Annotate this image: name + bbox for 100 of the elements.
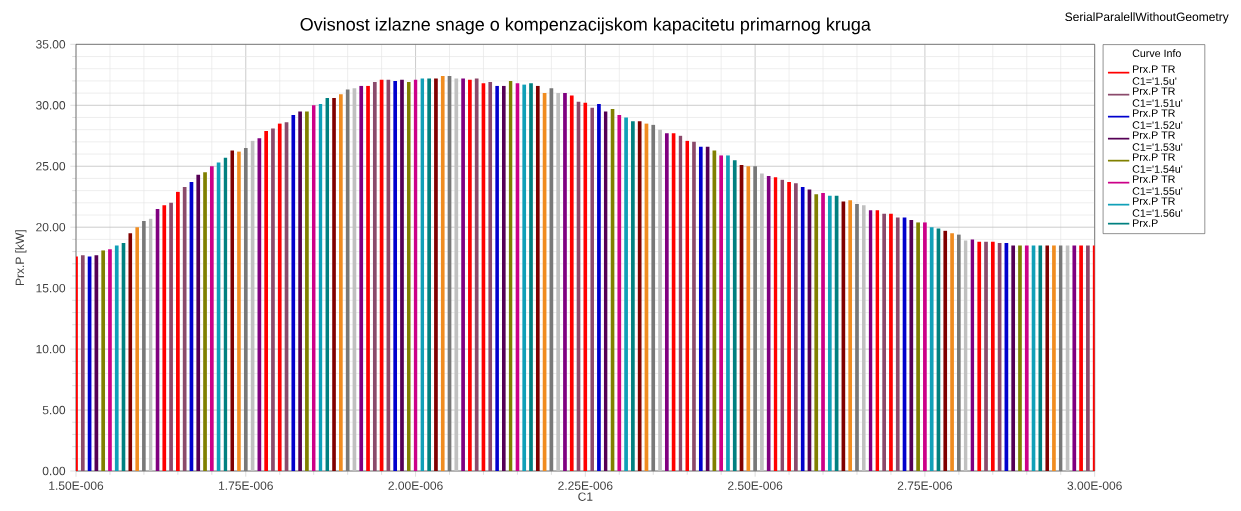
bar: [372, 82, 377, 471]
x-tick-label: 2.25E-006: [558, 481, 613, 490]
bar: [800, 186, 805, 471]
bar: [359, 85, 364, 471]
bar: [827, 195, 832, 471]
y-tick-label: 30.00: [36, 101, 66, 110]
y-tick-label: 0.00: [42, 466, 66, 476]
y-tick-label: 25.00: [36, 161, 66, 171]
x-axis-title: C1: [578, 492, 593, 501]
chart-title: Ovisnost izlazne snage o kompenzacijskom kapacitetu primarnog kruga: [300, 17, 871, 35]
bar: [787, 182, 791, 471]
x-tick-label: 2.00E-006: [388, 481, 443, 490]
bar: [101, 250, 106, 471]
bar: [1024, 245, 1029, 471]
bar: [882, 213, 886, 471]
legend-label: Prx.P TR C1='1.51u': [1132, 87, 1183, 107]
bar: [631, 121, 635, 471]
bar: [1079, 245, 1083, 471]
bar: [1018, 245, 1022, 471]
bar: [474, 78, 479, 471]
legend-label: Prx.P TR C1='1.53u': [1132, 131, 1183, 151]
x-tick-label: 3.00E-006: [1067, 481, 1122, 490]
bar: [1086, 245, 1090, 471]
bar: [726, 155, 730, 471]
y-tick-label: 10.00: [36, 344, 66, 354]
bar: [529, 83, 533, 471]
x-tick-label: 2.50E-006: [728, 481, 783, 490]
bar: [814, 194, 819, 471]
bar: [114, 245, 119, 471]
bar: [76, 256, 78, 471]
bar: [468, 79, 472, 471]
bar: [108, 249, 112, 471]
x-tick-label: 1.75E-006: [219, 481, 273, 490]
legend-title: Curve Info: [1132, 49, 1181, 58]
y-tick-label: 20.00: [36, 222, 66, 232]
bar: [889, 213, 893, 471]
bar: [923, 222, 927, 471]
bar: [732, 160, 737, 471]
legend-label: Prx.P TR C1='1.52u': [1132, 109, 1183, 129]
x-tick-label: 2.75E-006: [897, 481, 953, 490]
bar: [298, 111, 302, 471]
bar: [440, 76, 445, 471]
bar: [434, 78, 438, 471]
bar: [624, 117, 628, 471]
bar: [339, 94, 343, 471]
bar: [943, 230, 948, 471]
bar: [400, 79, 404, 471]
bar: [277, 123, 282, 471]
y-axis-title: Prx.P [kW]: [15, 230, 27, 286]
bar: [80, 255, 85, 471]
legend-label: Prx.P: [1133, 219, 1158, 227]
bar: [291, 115, 296, 471]
bar: [522, 84, 527, 471]
bar: [488, 82, 493, 471]
bar: [305, 111, 309, 471]
bar: [637, 121, 642, 471]
bar: [916, 222, 920, 471]
x-tick-label: 1.50E-006: [49, 481, 104, 490]
bar: [977, 241, 982, 471]
y-tick-label: 35.00: [36, 40, 66, 49]
bar: [209, 166, 214, 471]
bar: [909, 219, 914, 471]
bar: [427, 78, 431, 471]
bar: [746, 166, 751, 471]
y-tick-label: 15.00: [36, 283, 66, 293]
legend-label: Prx.P TR C1='1.55u': [1132, 175, 1183, 195]
bar: [196, 174, 201, 471]
bar: [848, 200, 853, 471]
bar: [182, 186, 187, 471]
bar: [366, 85, 370, 471]
bar: [929, 227, 934, 471]
bar: [950, 233, 954, 471]
bar: [617, 115, 622, 471]
y-tick-label: 5.00: [42, 405, 66, 415]
bar: [264, 130, 269, 471]
bar: [563, 93, 567, 471]
bar: [719, 155, 724, 471]
text: SerialParalellWithoutGeometry: [1065, 12, 1229, 24]
bar: [128, 233, 133, 471]
bar: [698, 146, 703, 471]
bar: [821, 193, 825, 471]
bar: [1038, 245, 1043, 471]
bar: [271, 128, 275, 471]
bar: [203, 172, 207, 471]
bar: [1052, 245, 1056, 471]
bar: [169, 202, 173, 471]
bar: [162, 205, 167, 471]
legend-label: Prx.P TR C1='1.54u': [1132, 153, 1183, 173]
bar: [984, 241, 988, 471]
legend-label: Prx.P TR C1='1.56u': [1132, 197, 1183, 217]
bar: [583, 102, 588, 471]
bar: [1011, 245, 1016, 471]
bar: [990, 241, 995, 471]
bar: [664, 133, 669, 471]
bar: [176, 191, 180, 471]
bar: [393, 80, 398, 471]
bar: [794, 183, 798, 471]
bar: [461, 78, 465, 471]
bar: [895, 217, 900, 471]
legend-label: Prx.P TR C1='1.5u': [1132, 65, 1177, 85]
